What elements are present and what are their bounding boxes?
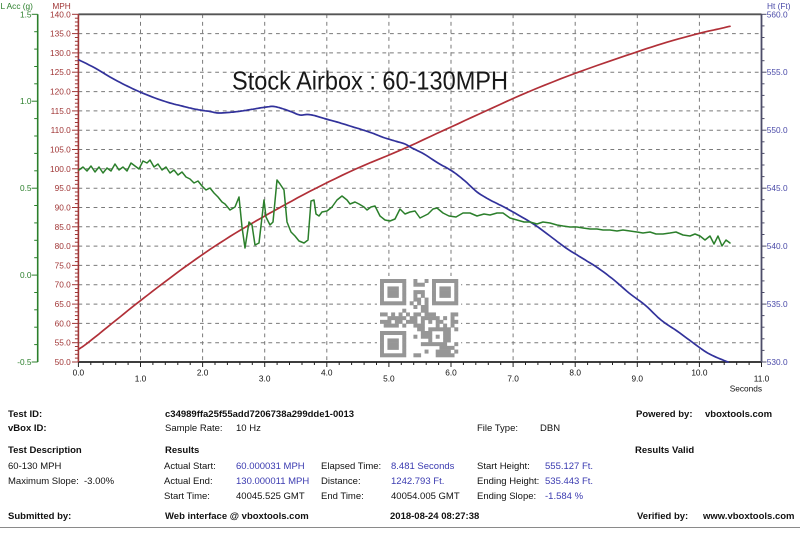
svg-text:2.0: 2.0 — [197, 368, 209, 378]
svg-text:560.0: 560.0 — [767, 9, 788, 19]
svg-text:130.0: 130.0 — [50, 48, 71, 58]
svg-text:0.0: 0.0 — [20, 270, 32, 280]
svg-text:95.0: 95.0 — [55, 183, 72, 193]
svg-text:120.0: 120.0 — [50, 87, 71, 97]
svg-text:9.0: 9.0 — [632, 373, 644, 383]
svg-text:70.0: 70.0 — [55, 280, 72, 290]
svg-text:60.0: 60.0 — [55, 318, 72, 328]
svg-text:Stock Airbox : 60-130MPH: Stock Airbox : 60-130MPH — [232, 66, 508, 96]
svg-text:140.0: 140.0 — [50, 9, 71, 19]
svg-text:-0.5: -0.5 — [17, 357, 32, 367]
svg-text:105.0: 105.0 — [50, 145, 71, 155]
svg-text:545.0: 545.0 — [767, 183, 788, 193]
svg-text:5.0: 5.0 — [383, 373, 395, 383]
svg-text:3.0: 3.0 — [259, 373, 271, 383]
svg-text:MPH: MPH — [52, 1, 70, 11]
svg-text:75.0: 75.0 — [55, 260, 72, 270]
svg-text:Ht (Ft): Ht (Ft) — [767, 1, 791, 11]
svg-text:7.0: 7.0 — [507, 373, 519, 383]
svg-text:1.0: 1.0 — [20, 96, 32, 106]
svg-text:125.0: 125.0 — [50, 67, 71, 77]
svg-text:110.0: 110.0 — [51, 125, 72, 135]
svg-text:65.0: 65.0 — [55, 299, 72, 309]
svg-text:530.0: 530.0 — [767, 357, 788, 367]
svg-text:8.0: 8.0 — [569, 368, 581, 378]
svg-text:1.0: 1.0 — [135, 373, 147, 383]
svg-text:135.0: 135.0 — [50, 29, 71, 39]
svg-text:115.0: 115.0 — [51, 106, 72, 116]
svg-text:100.0: 100.0 — [50, 164, 71, 174]
svg-text:55.0: 55.0 — [55, 338, 72, 348]
svg-text:535.0: 535.0 — [767, 299, 788, 309]
svg-text:0.0: 0.0 — [73, 368, 85, 378]
svg-text:90.0: 90.0 — [55, 203, 72, 213]
svg-text:10.0: 10.0 — [691, 368, 708, 378]
svg-text:4.0: 4.0 — [321, 368, 333, 378]
svg-text:11.0: 11.0 — [754, 373, 770, 383]
svg-text:555.0: 555.0 — [767, 67, 788, 77]
svg-text:80.0: 80.0 — [55, 241, 72, 251]
svg-text:L Acc (g): L Acc (g) — [1, 1, 34, 11]
svg-text:550.0: 550.0 — [767, 125, 788, 135]
svg-text:6.0: 6.0 — [445, 368, 457, 378]
svg-text:50.0: 50.0 — [55, 357, 72, 367]
svg-text:540.0: 540.0 — [767, 241, 788, 251]
svg-text:1.5: 1.5 — [20, 9, 32, 19]
svg-text:0.5: 0.5 — [20, 183, 32, 193]
svg-text:85.0: 85.0 — [55, 222, 72, 232]
svg-text:Seconds: Seconds — [730, 384, 762, 394]
